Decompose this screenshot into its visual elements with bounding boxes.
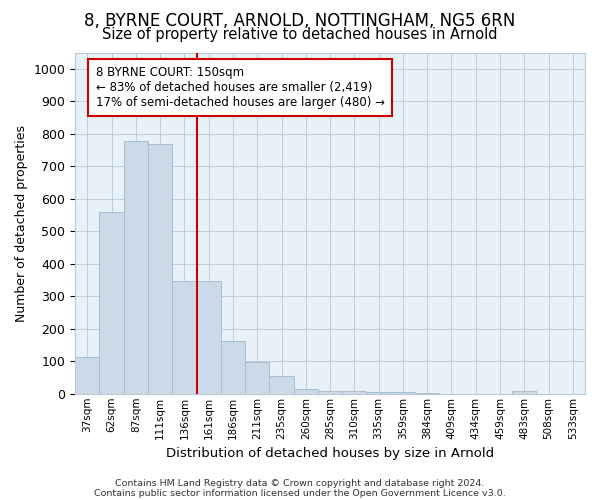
Y-axis label: Number of detached properties: Number of detached properties <box>15 124 28 322</box>
Bar <box>124 141 148 394</box>
Bar <box>172 280 197 394</box>
Bar <box>391 392 415 394</box>
Bar <box>512 391 536 394</box>
Text: Contains HM Land Registry data © Crown copyright and database right 2024.: Contains HM Land Registry data © Crown c… <box>115 478 485 488</box>
Bar <box>342 391 367 394</box>
Text: 8 BYRNE COURT: 150sqm
← 83% of detached houses are smaller (2,419)
17% of semi-d: 8 BYRNE COURT: 150sqm ← 83% of detached … <box>95 66 385 109</box>
Text: Contains public sector information licensed under the Open Government Licence v3: Contains public sector information licen… <box>94 488 506 498</box>
Bar <box>245 362 269 394</box>
Text: Size of property relative to detached houses in Arnold: Size of property relative to detached ho… <box>102 28 498 42</box>
Bar <box>415 393 439 394</box>
Text: 8, BYRNE COURT, ARNOLD, NOTTINGHAM, NG5 6RN: 8, BYRNE COURT, ARNOLD, NOTTINGHAM, NG5 … <box>85 12 515 30</box>
Bar <box>100 212 124 394</box>
Bar <box>148 144 172 394</box>
X-axis label: Distribution of detached houses by size in Arnold: Distribution of detached houses by size … <box>166 447 494 460</box>
Bar <box>293 389 318 394</box>
Bar <box>221 341 245 394</box>
Bar <box>75 357 100 394</box>
Bar <box>197 280 221 394</box>
Bar <box>367 392 391 394</box>
Bar <box>269 376 293 394</box>
Bar <box>318 390 342 394</box>
